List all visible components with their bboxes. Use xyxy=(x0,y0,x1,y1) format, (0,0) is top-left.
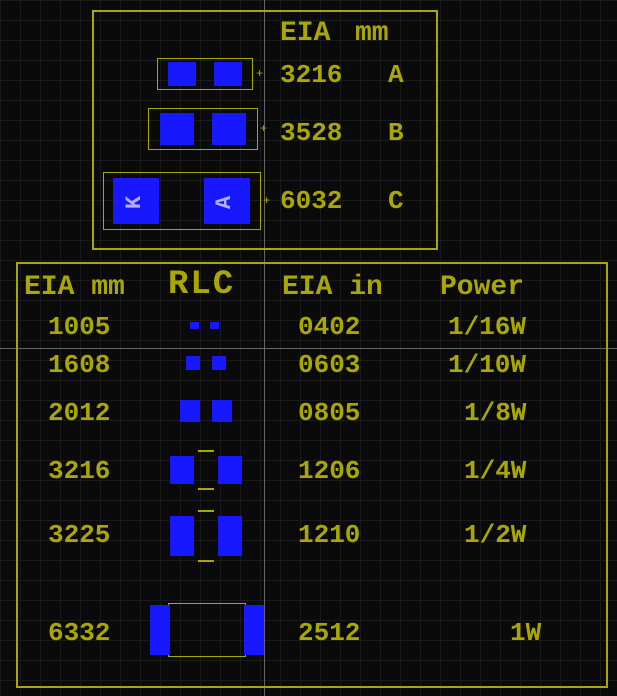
cap-6032-a-label: A xyxy=(212,196,237,209)
rlc-3216-power: 1/4W xyxy=(464,456,526,486)
rlc-3216-mm: 3216 xyxy=(48,456,110,486)
cap-3528-pad-left xyxy=(160,113,194,145)
rlc-1608-pad-left xyxy=(186,356,200,370)
rlc-1608-power: 1/10W xyxy=(448,350,526,380)
rlc-3216-tick-top xyxy=(198,450,214,452)
cap-3528-letter: B xyxy=(388,118,404,148)
rlc-2012-pad-left xyxy=(180,400,200,422)
rlc-6332-in: 2512 xyxy=(298,618,360,648)
rlc-3216-pad-left xyxy=(170,456,194,484)
cap-6032-polarity: + xyxy=(263,195,270,207)
rlc-1005-mm: 1005 xyxy=(48,312,110,342)
rlc-3216-pad-right xyxy=(218,456,242,484)
rlc-3225-in: 1210 xyxy=(298,520,360,550)
rlc-6332-power: 1W xyxy=(510,618,541,648)
top-header-mm: mm xyxy=(355,18,389,49)
rlc-3225-pad-left xyxy=(170,516,194,556)
rlc-1005-in: 0402 xyxy=(298,312,360,342)
rlc-1608-mm: 1608 xyxy=(48,350,110,380)
cap-3528-pad-right xyxy=(212,113,246,145)
rlc-1608-pad-right xyxy=(212,356,226,370)
bottom-header-eia-in: EIA in xyxy=(282,272,383,303)
rlc-3216-tick-bot xyxy=(198,488,214,490)
cap-3216-polarity: + xyxy=(256,68,263,80)
cap-3216-pad-left xyxy=(168,62,196,86)
rlc-1608-in: 0603 xyxy=(298,350,360,380)
cap-3216-letter: A xyxy=(388,60,404,90)
cap-6032-code: 6032 xyxy=(280,186,342,216)
rlc-2012-in: 0805 xyxy=(298,398,360,428)
rlc-3225-tick-top xyxy=(198,510,214,512)
rlc-6332-outline xyxy=(168,603,246,657)
rlc-6332-mm: 6332 xyxy=(48,618,110,648)
rlc-6332-pad-right xyxy=(244,605,264,655)
top-header-eia: EIA xyxy=(280,18,330,49)
bottom-header-eia-mm: EIA mm xyxy=(24,272,125,303)
rlc-3225-pad-right xyxy=(218,516,242,556)
rlc-2012-pad-right xyxy=(212,400,232,422)
rlc-3216-in: 1206 xyxy=(298,456,360,486)
rlc-6332-pad-left xyxy=(150,605,170,655)
rlc-3225-tick-bot xyxy=(198,560,214,562)
cap-3528-polarity: + xyxy=(260,123,267,135)
cap-3216-code: 3216 xyxy=(280,60,342,90)
bottom-header-power: Power xyxy=(440,272,524,303)
rlc-2012-power: 1/8W xyxy=(464,398,526,428)
cap-3216-pad-right xyxy=(214,62,242,86)
bottom-title-rlc: RLC xyxy=(168,266,235,304)
rlc-3225-mm: 3225 xyxy=(48,520,110,550)
cap-3528-code: 3528 xyxy=(280,118,342,148)
rlc-1005-pad-right xyxy=(210,322,219,329)
cap-6032-letter: C xyxy=(388,186,404,216)
rlc-2012-mm: 2012 xyxy=(48,398,110,428)
cap-6032-k-label: K xyxy=(122,196,147,209)
rlc-3225-power: 1/2W xyxy=(464,520,526,550)
rlc-1005-power: 1/16W xyxy=(448,312,526,342)
rlc-1005-pad-left xyxy=(190,322,199,329)
